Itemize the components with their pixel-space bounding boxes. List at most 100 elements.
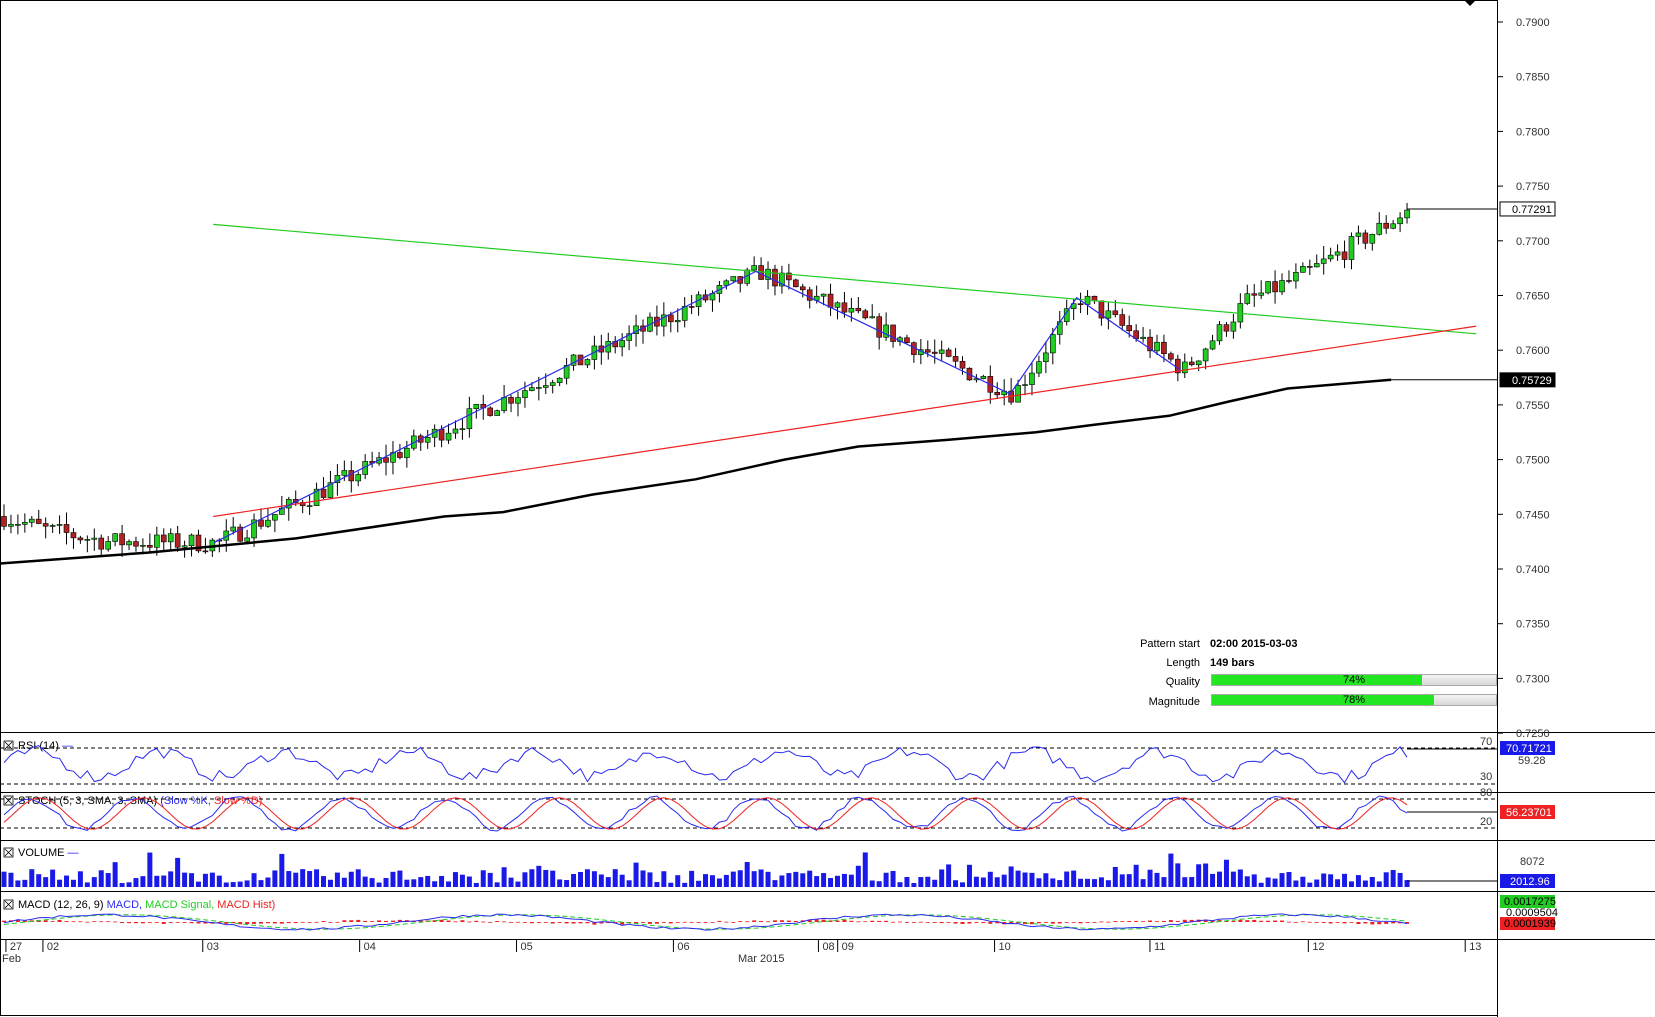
volume-bar	[425, 875, 431, 887]
candle	[445, 423, 452, 444]
candle	[265, 508, 271, 528]
candle	[1272, 270, 1278, 304]
volume-bar	[126, 882, 132, 887]
candle-body	[834, 302, 841, 308]
volume-bar	[834, 875, 840, 887]
candle	[674, 308, 681, 333]
macd-hist-bar	[467, 921, 472, 923]
candle-body	[508, 397, 514, 404]
candle	[126, 539, 132, 551]
volume-bar	[432, 881, 438, 887]
candle-body	[945, 349, 952, 357]
volume-bar	[1001, 874, 1007, 887]
volume-bar	[612, 869, 618, 887]
volume-bar	[730, 871, 736, 887]
candle-body	[1077, 303, 1084, 306]
candle	[681, 297, 688, 328]
candle	[549, 379, 556, 394]
macd-hist-bar	[1370, 922, 1375, 925]
macd-hist-bar	[133, 922, 138, 924]
candle	[1216, 321, 1223, 345]
candle	[98, 534, 105, 557]
candle	[15, 514, 21, 535]
volume-bar	[300, 869, 306, 887]
macd-hist-bar	[918, 921, 923, 923]
candle-body	[952, 356, 959, 362]
macd-hist-bar	[1210, 920, 1215, 922]
candle	[1105, 302, 1112, 330]
candle-body	[1050, 334, 1056, 354]
volume-bar	[862, 852, 868, 887]
macd-hist-bar	[71, 921, 76, 923]
volume-bar	[682, 882, 688, 887]
macd-hist-bar	[1391, 922, 1396, 924]
macd-hist-bar	[967, 922, 972, 924]
macd-hist-bar	[279, 922, 284, 924]
volume-bar	[605, 877, 611, 887]
candle	[626, 325, 632, 351]
volume-bar	[1112, 866, 1118, 887]
candle-body	[806, 289, 813, 301]
candle-body	[1188, 361, 1195, 366]
macd-hist-bar	[1245, 920, 1250, 922]
candle-body	[1376, 222, 1383, 235]
magnitude-text: 78%	[1342, 694, 1366, 706]
candle	[1362, 229, 1369, 250]
candle-body	[424, 437, 431, 443]
macd-hist-bar	[189, 922, 194, 924]
macd-hist-bar	[1238, 919, 1243, 922]
volume-bar	[564, 880, 570, 887]
candle	[494, 409, 500, 416]
last-price-label: 0.77291	[1512, 204, 1552, 216]
rsi-value-label: 70.71721	[1506, 743, 1552, 755]
volume-bar	[1126, 874, 1132, 887]
volume-bar	[1140, 879, 1146, 887]
macd-hist-bar	[647, 922, 652, 924]
macd-hist-bar	[939, 922, 944, 924]
volume-bar	[265, 877, 271, 887]
candle-body	[272, 514, 278, 521]
macd-hist-bar	[85, 921, 90, 923]
volume-bars	[1, 852, 1410, 887]
macd-hist-bar	[64, 921, 69, 922]
candle	[1140, 327, 1146, 343]
candle-body	[556, 377, 563, 383]
macd-hist-bar	[78, 921, 83, 923]
macd-hist-bar	[891, 921, 896, 923]
macd-hist-bar	[182, 922, 187, 923]
stoch-d-line	[3, 797, 1408, 830]
macd-hist-bar	[175, 922, 180, 923]
macd-hist-bar	[1182, 919, 1187, 922]
volume-bar	[321, 876, 327, 887]
candle-body	[188, 534, 195, 547]
volume-bar	[758, 869, 764, 887]
candle-body	[855, 307, 862, 312]
volume-bar	[1355, 875, 1361, 887]
candle-body	[383, 457, 389, 463]
candle-body	[1056, 321, 1063, 335]
candle-body	[723, 280, 730, 286]
macd-hist-bar	[1217, 920, 1222, 922]
candle	[1043, 341, 1049, 374]
candle	[1154, 334, 1160, 356]
macd-hist-bar	[515, 921, 520, 923]
volume-bar	[1293, 880, 1299, 887]
candle	[1300, 262, 1306, 273]
candle-body	[1320, 258, 1327, 264]
candle	[931, 339, 938, 364]
macd-hist-bar	[772, 920, 777, 922]
volume-bar	[22, 879, 28, 887]
volume-bar	[1161, 877, 1167, 887]
volume-bar	[1078, 878, 1084, 887]
candle	[1404, 202, 1410, 224]
volume-bar	[598, 874, 604, 887]
candle-body	[1036, 361, 1042, 374]
macd-hist-bar	[1057, 922, 1062, 924]
volume-bar	[709, 875, 715, 887]
candle	[285, 496, 292, 521]
macd-hist-bar	[446, 920, 451, 922]
volume-bar	[932, 879, 938, 887]
candle-body	[63, 524, 70, 533]
volume-bar	[1348, 881, 1354, 887]
